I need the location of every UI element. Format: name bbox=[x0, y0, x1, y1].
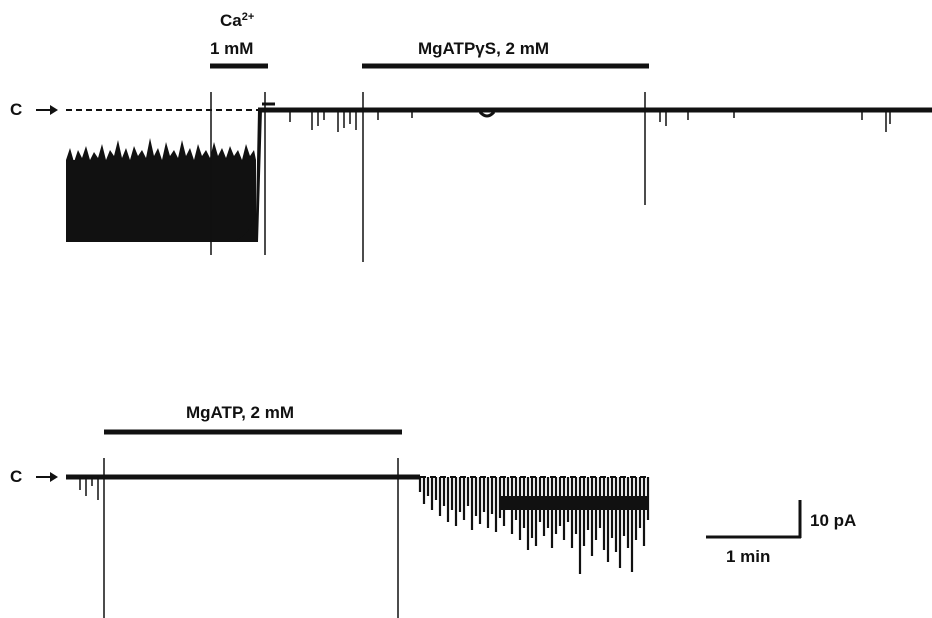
brief-openings-bottom bbox=[79, 477, 99, 500]
scale-bar-current-label: 10 pA bbox=[810, 511, 857, 530]
closed-arrow-head-top bbox=[50, 105, 58, 115]
scale-bar-time-label: 1 min bbox=[726, 547, 771, 566]
calcium-label: Ca2+ bbox=[220, 11, 255, 30]
atp-gamma-s-label: MgATPγS, 2 mM bbox=[418, 39, 549, 58]
closed-state-marker-bottom: C bbox=[10, 467, 23, 486]
closed-state-marker-top: C bbox=[10, 100, 23, 119]
calcium-label-superscript: 2+ bbox=[241, 11, 255, 23]
bottom-panel bbox=[36, 429, 802, 618]
closed-arrow-head-bottom bbox=[50, 472, 58, 482]
top-panel bbox=[36, 63, 932, 262]
brief-openings-top bbox=[289, 110, 891, 132]
calcium-label-base: Ca bbox=[220, 11, 242, 30]
atp-label: MgATP, 2 mM bbox=[186, 403, 294, 422]
calcium-concentration-label: 1 mM bbox=[210, 39, 254, 58]
channel-activity-bottom bbox=[418, 477, 650, 574]
channel-activity-block bbox=[66, 110, 262, 242]
sub-state-band bbox=[500, 496, 648, 510]
